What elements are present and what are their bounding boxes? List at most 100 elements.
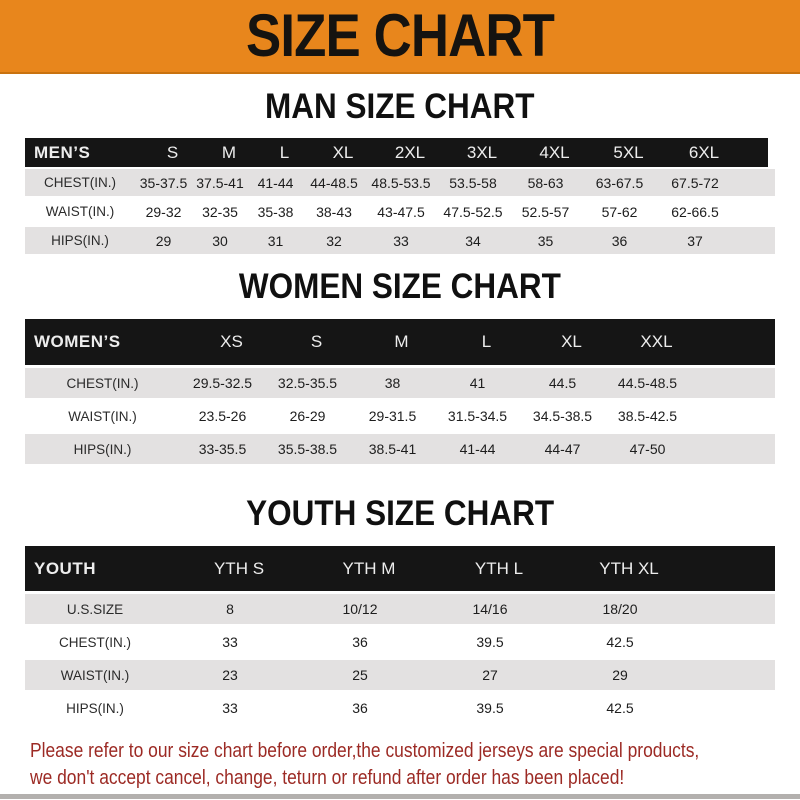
size-header-cell: 6XL — [688, 142, 720, 162]
row-label: CHEST(IN.) — [66, 375, 139, 391]
footer-note: Please refer to our size chart before or… — [30, 737, 800, 791]
size-header-cell: 2XL — [394, 142, 426, 162]
size-cell: 31 — [267, 232, 284, 249]
size-cell: 29 — [612, 667, 628, 683]
size-cell: 33 — [222, 700, 238, 716]
size-cell: 26-29 — [289, 408, 326, 424]
size-cell: 33 — [393, 232, 409, 249]
row-label: WAIST(IN.) — [60, 667, 130, 683]
size-header-cell: S — [310, 332, 323, 351]
size-cell: 35-37.5 — [139, 174, 188, 191]
row-label: CHEST(IN.) — [59, 634, 131, 650]
row-label: CHEST(IN.) — [44, 175, 116, 190]
size-cell: 30 — [212, 232, 228, 249]
man-size-chart-heading-text: MAN SIZE CHART — [265, 87, 535, 126]
size-header-cell: M — [394, 332, 409, 351]
size-cell: 39.5 — [476, 700, 504, 716]
size-header-cell: L — [279, 142, 290, 162]
size-cell: 14/16 — [472, 601, 508, 617]
women-size-chart-heading: WOMEN SIZE CHART — [0, 267, 800, 306]
size-cell: 38.5-41 — [368, 441, 417, 457]
size-header-cell: XL — [561, 332, 582, 351]
size-cell: 52.5-57 — [521, 203, 570, 220]
size-cell: 38.5-42.5 — [617, 408, 678, 424]
size-cell: 62-66.5 — [671, 203, 719, 220]
size-cell: 35.5-38.5 — [277, 441, 338, 457]
size-cell: 35-38 — [257, 203, 294, 220]
size-cell: 34 — [465, 232, 481, 249]
size-cell: 57-62 — [601, 203, 638, 220]
size-header-cell: XXL — [640, 332, 673, 351]
size-cell: 37.5-41 — [196, 174, 244, 191]
footer-line-2: we don't accept cancel, change, teturn o… — [30, 766, 625, 789]
table-row-hips: HIPS(IN.) 33-35.5 35.5-38.5 38.5-41 41-4… — [25, 434, 775, 464]
men-size-table: MEN’S S M L XL 2XL 3XL 4XL 5XL 6XL CHEST… — [25, 138, 775, 254]
size-cell: 36 — [352, 634, 368, 650]
size-cell: 10/12 — [342, 601, 378, 617]
size-cell: 47-50 — [629, 441, 666, 457]
size-cell: 39.5 — [476, 634, 504, 650]
size-cell: 29.5-32.5 — [192, 375, 253, 391]
size-cell: 31.5-34.5 — [447, 408, 508, 424]
men-table-header-row: MEN’S S M L XL 2XL 3XL 4XL 5XL 6XL — [25, 138, 768, 167]
size-cell: 32-35 — [202, 203, 238, 220]
size-cell: 33-35.5 — [198, 441, 247, 457]
size-header-cell: XL — [332, 142, 354, 162]
size-cell: 41-44 — [459, 441, 496, 457]
youth-size-table: YOUTH YTH S YTH M YTH L YTH XL U.S.SIZE … — [25, 546, 775, 723]
size-cell: 35 — [537, 232, 554, 249]
size-cell: 58-63 — [527, 174, 564, 191]
size-cell: 29-32 — [145, 203, 182, 220]
size-header-cell: YTH M — [342, 558, 396, 578]
women-table-header-row: WOMEN’S XS S M L XL XXL — [25, 319, 775, 365]
size-chart-banner: SIZE CHART — [0, 0, 800, 74]
size-header-cell: L — [481, 332, 492, 351]
size-cell: 41-44 — [257, 174, 294, 191]
bottom-strip — [0, 794, 800, 799]
table-row-chest: CHEST(IN.) 35-37.5 37.5-41 41-44 44-48.5… — [25, 169, 775, 196]
size-cell: 44.5-48.5 — [617, 375, 678, 391]
size-cell: 8 — [226, 601, 234, 617]
size-header-cell: 3XL — [466, 142, 498, 162]
size-cell: 44-47 — [544, 441, 581, 457]
row-label: U.S.SIZE — [66, 601, 124, 617]
row-label: HIPS(IN.) — [73, 441, 132, 457]
size-cell: 29-31.5 — [368, 408, 417, 424]
size-cell: 44.5 — [548, 375, 577, 391]
size-cell: 23 — [222, 667, 238, 683]
youth-size-chart-heading: YOUTH SIZE CHART — [0, 494, 800, 533]
size-header-cell: S — [166, 142, 179, 162]
table-row-chest: CHEST(IN.) 33 36 39.5 42.5 — [25, 627, 775, 657]
size-header-cell: YTH L — [474, 558, 524, 578]
row-label: WAIST(IN.) — [45, 204, 115, 219]
size-cell: 33 — [222, 634, 238, 650]
footer-line-1: Please refer to our size chart before or… — [30, 739, 700, 762]
size-cell: 23.5-26 — [198, 408, 247, 424]
size-cell: 67.5-72 — [671, 174, 719, 191]
youth-size-chart-heading-text: YOUTH SIZE CHART — [245, 494, 554, 533]
size-cell: 18/20 — [602, 601, 638, 617]
women-size-chart-heading-text: WOMEN SIZE CHART — [238, 267, 561, 306]
size-cell: 38 — [384, 375, 401, 391]
size-cell: 48.5-53.5 — [371, 174, 431, 191]
size-cell: 42.5 — [606, 634, 634, 650]
size-cell: 29 — [155, 232, 172, 249]
size-chart-title: SIZE CHART — [246, 2, 555, 69]
table-corner-label: MEN’S — [34, 142, 91, 162]
table-corner-label: YOUTH — [34, 558, 96, 578]
table-row-waist: WAIST(IN.) 23.5-26 26-29 29-31.5 31.5-34… — [25, 401, 775, 431]
size-cell: 37 — [687, 232, 703, 249]
row-label: HIPS(IN.) — [51, 233, 109, 248]
size-cell: 25 — [352, 667, 368, 683]
table-row-hips: HIPS(IN.) 33 36 39.5 42.5 — [25, 693, 775, 723]
table-row-waist: WAIST(IN.) 29-32 32-35 35-38 38-43 43-47… — [25, 198, 775, 225]
table-row-us-size: U.S.SIZE 8 10/12 14/16 18/20 — [25, 594, 775, 624]
size-cell: 44-48.5 — [310, 174, 358, 191]
size-cell: 63-67.5 — [595, 174, 644, 191]
size-cell: 36 — [611, 232, 628, 249]
size-header-cell: M — [221, 142, 237, 162]
size-cell: 32 — [326, 232, 342, 249]
youth-table-header-row: YOUTH YTH S YTH M YTH L YTH XL — [25, 546, 775, 591]
table-row-waist: WAIST(IN.) 23 25 27 29 — [25, 660, 775, 690]
size-header-cell: 5XL — [613, 142, 644, 162]
